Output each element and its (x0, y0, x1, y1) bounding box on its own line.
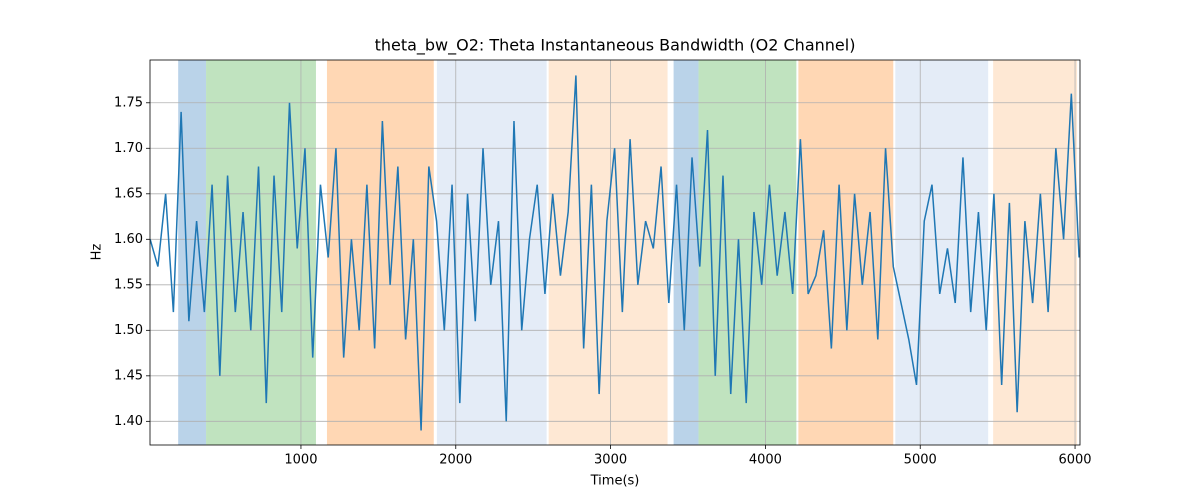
y-tick-label: 1.40 (114, 414, 143, 429)
plot-frame (149, 59, 1081, 446)
y-tick-label: 1.45 (114, 368, 143, 383)
chart-title: theta_bw_O2: Theta Instantaneous Bandwid… (375, 36, 856, 56)
y-tick-label: 1.65 (114, 186, 143, 201)
y-tick-label: 1.50 (114, 323, 143, 338)
data-line (150, 75, 1080, 431)
shaded-span (895, 60, 989, 445)
y-tick-label: 1.55 (114, 277, 143, 292)
y-tick-label: 1.70 (114, 141, 143, 156)
shaded-span (178, 60, 207, 445)
shaded-span (993, 60, 1078, 445)
y-axis-label: Hz (90, 244, 105, 261)
x-tick-label: 4000 (749, 453, 782, 468)
x-tick-label: 6000 (1058, 453, 1091, 468)
x-tick-label: 5000 (904, 453, 937, 468)
x-tick-label: 2000 (439, 453, 472, 468)
x-tick-label: 1000 (284, 453, 317, 468)
y-tick-label: 1.60 (114, 232, 143, 247)
x-tick-label: 3000 (594, 453, 627, 468)
x-axis-label: Time(s) (590, 474, 640, 489)
shaded-span (798, 60, 894, 445)
shaded-span (436, 60, 547, 445)
shaded-span (326, 60, 434, 445)
shaded-span (673, 60, 699, 445)
shaded-span (548, 60, 668, 445)
y-tick-label: 1.75 (114, 95, 143, 110)
